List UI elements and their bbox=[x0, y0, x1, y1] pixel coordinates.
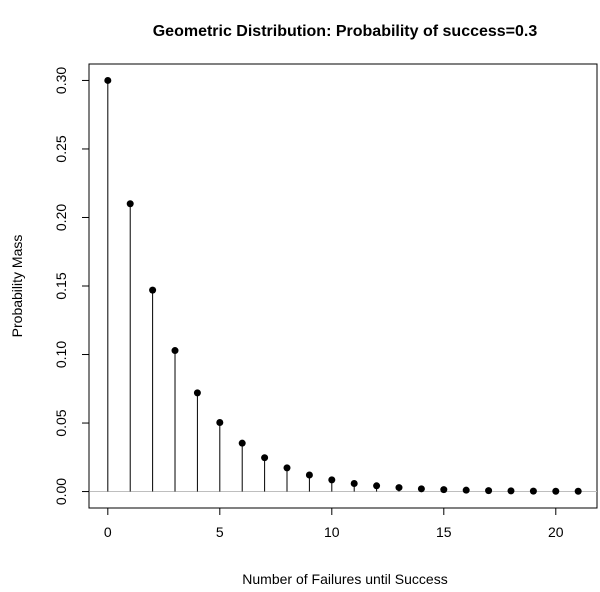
y-tick-label: 0.15 bbox=[53, 272, 69, 299]
data-point bbox=[283, 464, 291, 472]
x-tick-label: 5 bbox=[216, 524, 224, 540]
chart-title: Geometric Distribution: Probability of s… bbox=[153, 23, 538, 40]
data-point bbox=[216, 418, 224, 426]
data-point bbox=[552, 487, 560, 495]
data-point bbox=[261, 454, 269, 462]
data-point bbox=[529, 487, 537, 495]
x-axis: 0 5 10 15 20 bbox=[104, 507, 564, 540]
data-points bbox=[104, 76, 582, 495]
y-tick-label: 0.20 bbox=[53, 204, 69, 231]
y-tick-label: 0.00 bbox=[53, 478, 69, 505]
data-point bbox=[328, 476, 336, 484]
x-tick-label: 15 bbox=[436, 524, 452, 540]
y-tick-label: 0.30 bbox=[53, 67, 69, 94]
x-tick-label: 10 bbox=[324, 524, 340, 540]
data-point bbox=[238, 439, 246, 447]
data-point bbox=[373, 482, 381, 490]
data-point bbox=[440, 486, 448, 494]
data-point bbox=[350, 479, 358, 487]
data-point bbox=[126, 200, 134, 208]
data-point bbox=[417, 485, 425, 493]
data-point bbox=[574, 487, 582, 495]
data-point bbox=[462, 486, 470, 494]
plot-frame bbox=[88, 63, 598, 509]
y-axis-label: Probability Mass bbox=[9, 235, 25, 338]
stems bbox=[107, 80, 579, 492]
data-point bbox=[507, 487, 515, 495]
data-point bbox=[149, 286, 157, 294]
data-point bbox=[395, 484, 403, 492]
x-tick-label: 20 bbox=[548, 524, 564, 540]
x-axis-label: Number of Failures until Success bbox=[242, 571, 447, 587]
y-tick-label: 0.05 bbox=[53, 409, 69, 436]
data-point bbox=[305, 471, 313, 479]
data-point bbox=[171, 347, 179, 355]
x-tick-label: 0 bbox=[104, 524, 112, 540]
y-tick-label: 0.25 bbox=[53, 135, 69, 162]
data-point bbox=[193, 389, 201, 397]
y-axis: 0.00 0.05 0.10 0.15 0.20 0.25 0.30 bbox=[53, 67, 90, 505]
data-point bbox=[485, 487, 493, 495]
data-point bbox=[104, 76, 112, 84]
y-tick-label: 0.10 bbox=[53, 341, 69, 368]
